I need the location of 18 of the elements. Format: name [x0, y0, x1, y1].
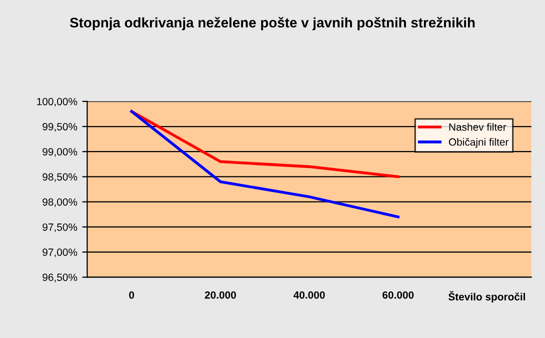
y-tick-label: 99,00%: [42, 148, 78, 157]
line-series: [130, 110, 400, 178]
y-tick-label: 97,00%: [42, 248, 78, 258]
x-tick-label: 20.000: [204, 291, 236, 299]
y-tick-label: 100,00%: [37, 98, 78, 107]
x-tick-label: 60.000: [382, 291, 414, 299]
chart-title: Stopnja odkrivanja neželene pošte v javnih poštnih strežnikih: [70, 17, 475, 30]
y-tick-label: 97,50%: [42, 223, 78, 232]
y-tick-label: 98,50%: [42, 173, 78, 182]
x-tick-label: 0: [129, 291, 134, 299]
legend-label: Nashev filter: [449, 123, 506, 131]
legend-label: Običajni filter: [448, 138, 509, 148]
x-tick-label: Število sporočil: [448, 291, 526, 303]
y-tick-label: 98,00%: [42, 198, 78, 207]
line-series: [130, 110, 400, 218]
y-tick-label: 99,50%: [42, 123, 78, 132]
x-tick-label: 40.000: [294, 291, 325, 299]
y-tick-label: 96,50%: [42, 274, 78, 282]
